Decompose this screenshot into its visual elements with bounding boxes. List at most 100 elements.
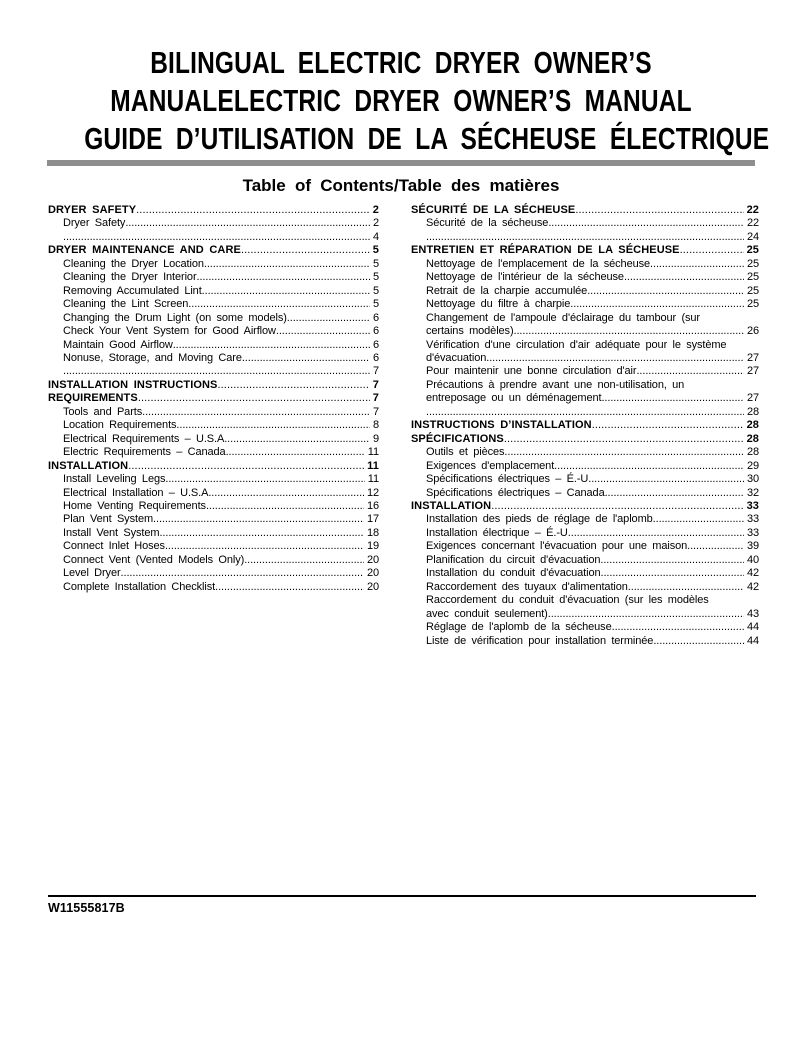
toc-entry: Tools and Parts 7 — [48, 406, 379, 419]
toc-entry-label: Nonuse, Storage, and Moving Care — [63, 351, 242, 364]
toc-page-number: 8 — [372, 419, 379, 432]
dot-leader — [653, 635, 744, 648]
toc-entry-label: Sécurité de la sécheuse — [426, 217, 549, 230]
toc-entry-label: INSTALLATION — [411, 499, 492, 512]
toc-entry-label: Electric Requirements – Canada — [63, 446, 226, 459]
toc-entry: Home Venting Requirements 16 — [48, 500, 379, 513]
toc-entry-label: Install Leveling Legs — [63, 473, 166, 486]
toc-entry: Exigences concernant l'évacuation pour u… — [411, 540, 759, 553]
toc-entry-label: Spécifications électriques – É.-U. — [426, 473, 592, 486]
dot-leader — [188, 298, 370, 311]
toc-entry: Nettoyage de l'emplacement de la sécheus… — [411, 258, 759, 271]
dot-leader — [628, 581, 744, 594]
toc-page-number: 18 — [366, 526, 379, 539]
title-line-1: BILINGUAL ELECTRIC DRYER OWNER’S — [150, 45, 652, 80]
dot-leader — [165, 540, 364, 553]
divider-bar — [47, 160, 755, 166]
toc-page-number: 25 — [746, 271, 759, 284]
toc-page-number: 39 — [746, 540, 759, 553]
dot-leader — [244, 554, 364, 567]
toc-entry-label: Raccordement des tuyaux d'alimentation — [426, 580, 628, 593]
toc-section-entry: SÉCURITÉ DE LA SÉCHEUSE 22 — [411, 204, 759, 217]
toc-page-number: 5 — [372, 298, 379, 311]
toc-entry: Changing the Drum Light (on some models)… — [48, 312, 379, 325]
toc-entry: Removing Accumulated Lint 5 — [48, 285, 379, 298]
toc-page-number: 27 — [746, 351, 759, 364]
dot-leader — [680, 244, 744, 257]
toc-entry-label: Dryer Safety — [63, 217, 126, 230]
toc-section-entry: INSTALLATION 11 — [48, 460, 379, 473]
dot-leader — [600, 554, 744, 567]
title-line-3: GUIDE D’UTILISATION DE LA SÉCHEUSE ÉLECT… — [84, 121, 770, 156]
toc-entry-label: Planification du circuit d'évacuation — [426, 553, 601, 566]
dot-leader — [548, 217, 744, 230]
toc-page-number: 25 — [746, 257, 759, 270]
dot-leader — [554, 460, 744, 473]
toc-entry: Installation des pieds de réglage de l'a… — [411, 513, 759, 526]
toc-entry-label: DRYER MAINTENANCE AND CARE — [48, 244, 241, 257]
toc-entry-label: Précautions à prendre avant une non-util… — [426, 378, 685, 391]
toc-entry-label: Outils et pièces — [426, 446, 505, 459]
toc-entry-label: INSTALLATION INSTRUCTIONS — [48, 378, 218, 391]
toc-entry: Connect Vent (Vented Models Only) 20 — [48, 554, 379, 567]
toc-entry: Précautions à prendre avant une non-util… — [411, 379, 759, 392]
dot-leader — [504, 433, 744, 446]
toc-entry: Sécurité de la sécheuse 22 — [411, 217, 759, 230]
toc-entry: entreposage ou un déménagement 27 — [411, 392, 759, 405]
toc-entry-label: Liste de vérification pour installation … — [426, 634, 654, 647]
toc-page-number: 2 — [372, 217, 379, 230]
toc-heading: Table of Contents/Table des matières — [242, 176, 560, 195]
dot-leader — [612, 621, 744, 634]
dot-leader — [202, 285, 370, 298]
toc-page-number: 27 — [746, 392, 759, 405]
toc-page-number: 25 — [746, 284, 759, 297]
toc-entry-label: Cleaning the Dryer Location — [63, 257, 204, 270]
toc-entry: Plan Vent System 17 — [48, 513, 379, 526]
toc-entry-label: Retrait de la charpie accumulée — [426, 284, 588, 297]
toc-page-number: 9 — [372, 432, 379, 445]
toc-entry-label: Maintain Good Airflow — [63, 338, 173, 351]
toc-entry: Réglage de l'aplomb de la sécheuse 44 — [411, 621, 759, 634]
toc-entry-label: Connect Inlet Hoses — [63, 540, 165, 553]
toc-entry-label: certains modèles) — [426, 325, 514, 338]
dot-leader — [128, 460, 364, 473]
dot-leader — [136, 204, 370, 217]
toc-section-entry: INSTRUCTIONS D’INSTALLATION 28 — [411, 419, 759, 432]
toc-entry-label: INSTALLATION — [48, 459, 129, 472]
toc-entry: Planification du circuit d'évacuation 40 — [411, 554, 759, 567]
toc-entry: Exigences d'emplacement 29 — [411, 460, 759, 473]
dot-leader — [504, 446, 744, 459]
dot-leader — [153, 513, 364, 526]
toc-entry-label: Plan Vent System — [63, 513, 154, 526]
toc-entry-label: Check Your Vent System for Good Airflow — [63, 325, 276, 338]
dot-leader — [176, 419, 370, 432]
toc-entry-label: Cleaning the Lint Screen — [63, 298, 189, 311]
dot-leader — [173, 339, 370, 352]
dot-leader — [217, 379, 369, 392]
toc-page-number: 7 — [372, 392, 379, 405]
toc-entry-label: Raccordement du conduit d'évacuation (su… — [426, 594, 709, 607]
toc-page-number: 7 — [372, 405, 379, 418]
toc-section-entry: DRYER MAINTENANCE AND CARE 5 — [48, 244, 379, 257]
dot-leader — [287, 312, 370, 325]
toc-entry-label: INSTRUCTIONS D’INSTALLATION — [411, 419, 592, 432]
toc-page-number: 22 — [746, 204, 759, 216]
dot-leader — [224, 433, 370, 446]
toc-entry-label: Level Dryer — [63, 567, 121, 580]
dot-leader — [63, 231, 370, 244]
dot-leader — [491, 500, 743, 513]
toc-entry: Raccordement des tuyaux d'alimentation 42 — [411, 581, 759, 594]
toc-page-number: 6 — [372, 338, 379, 351]
toc-entry: 7 — [48, 365, 379, 378]
toc-entry-label: REQUIREMENTS — [48, 392, 138, 405]
dot-leader — [226, 446, 365, 459]
dot-leader — [242, 352, 370, 365]
toc-entry-label: Installation électrique – É.-U. — [426, 526, 571, 539]
dot-leader — [426, 231, 744, 244]
toc-page-number: 27 — [746, 365, 759, 378]
toc-page-number: 32 — [746, 486, 759, 499]
toc-page-number: 28 — [746, 419, 759, 432]
toc-page-number: 5 — [372, 284, 379, 297]
toc-entry-label: Tools and Parts — [63, 405, 143, 418]
toc-page-number: 7 — [372, 378, 379, 391]
